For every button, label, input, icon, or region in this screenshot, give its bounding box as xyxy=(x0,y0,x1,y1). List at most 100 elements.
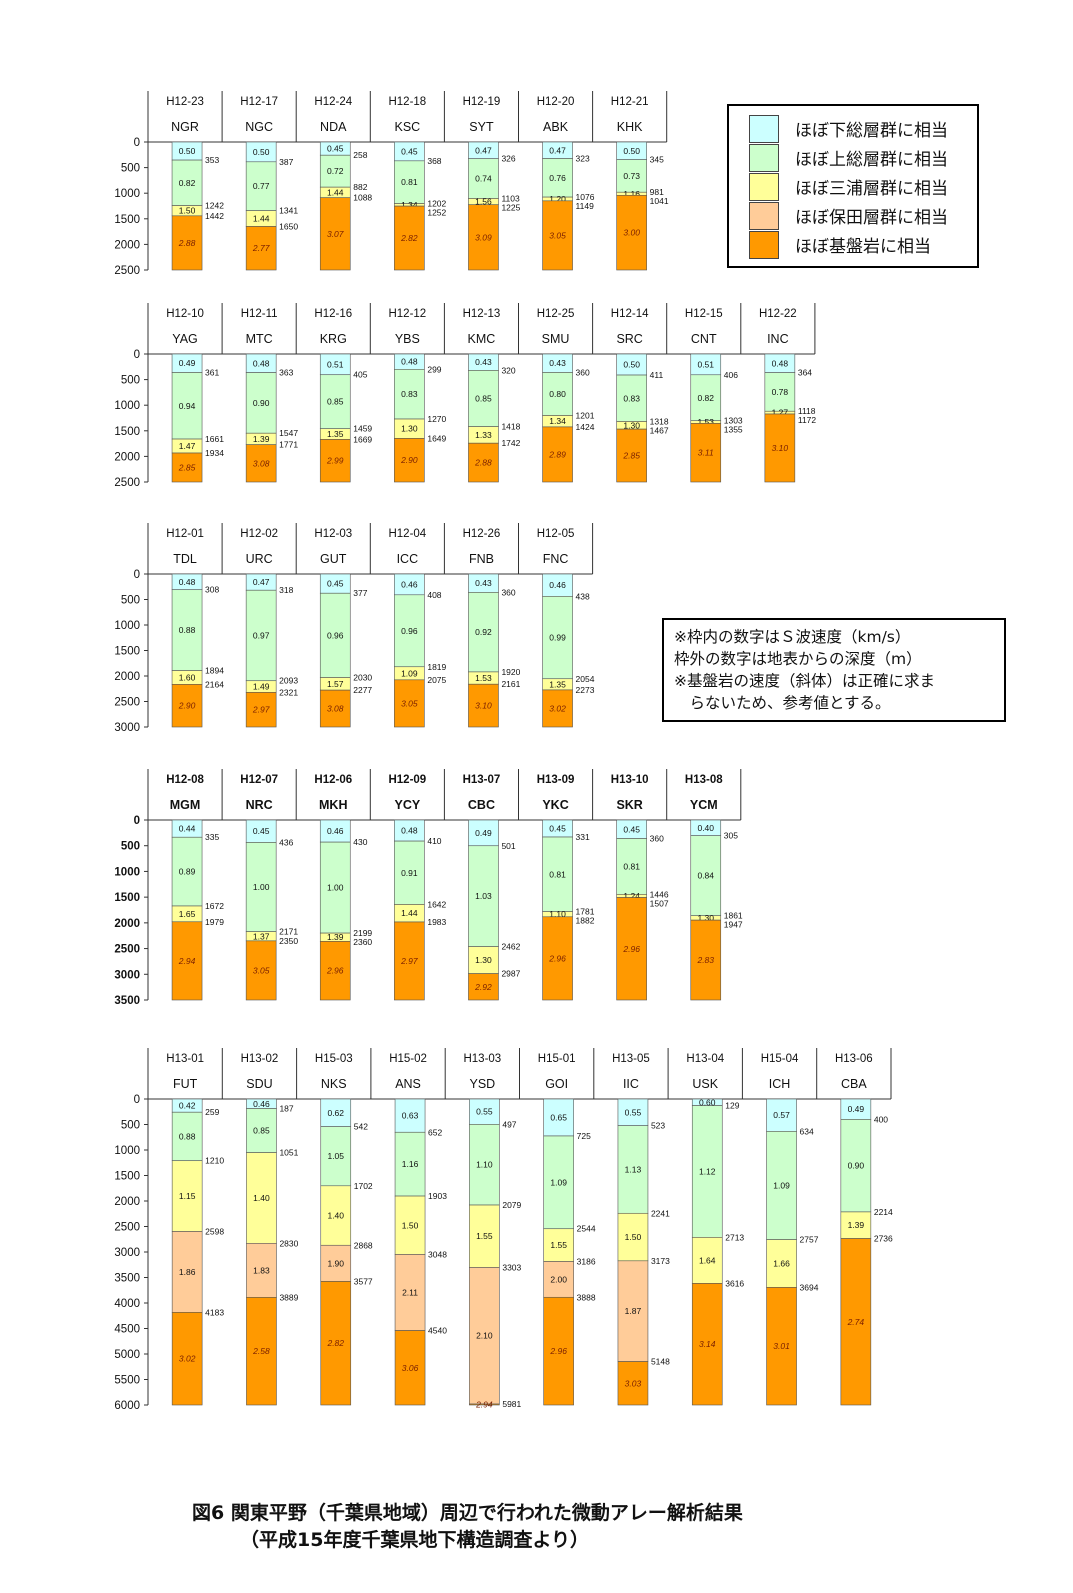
velocity-label: 0.76 xyxy=(549,173,566,183)
depth-label: 1642 xyxy=(427,899,446,909)
y-tick-label: 0 xyxy=(134,569,140,581)
y-tick-label: 0 xyxy=(134,349,140,361)
y-tick-label: 2000 xyxy=(114,671,140,683)
legend-item-basement: ほぼ基盤岩に相当 xyxy=(749,230,931,259)
velocity-label: 1.40 xyxy=(253,1193,270,1203)
y-tick-label: 1500 xyxy=(114,646,140,658)
depth-label: 497 xyxy=(502,1119,516,1129)
velocity-label: 3.08 xyxy=(327,704,344,714)
velocity-label: 0.51 xyxy=(697,359,714,369)
y-tick-label: 3000 xyxy=(114,722,140,734)
station-code: YKC xyxy=(542,798,568,812)
layer-block xyxy=(394,205,425,271)
layer-block xyxy=(468,370,499,427)
station-id: H12-18 xyxy=(388,96,426,108)
layer-block xyxy=(319,941,351,1001)
y-tick-label: 0 xyxy=(134,137,140,149)
station-id: H12-23 xyxy=(166,96,204,108)
velocity-label: 2.82 xyxy=(326,1338,344,1348)
station-code: SYT xyxy=(469,120,494,134)
depth-label: 882 xyxy=(353,182,367,192)
velocity-label: 0.45 xyxy=(327,144,344,154)
depth-label: 2093 xyxy=(279,676,298,686)
velocity-label: 1.39 xyxy=(848,1220,865,1230)
depth-label: 1947 xyxy=(724,920,743,930)
velocity-label: 0.46 xyxy=(549,580,566,590)
station-id: H13-05 xyxy=(612,1053,650,1065)
layer-block xyxy=(542,596,573,680)
depth-label: 1303 xyxy=(724,416,743,426)
y-tick-label: 2500 xyxy=(114,697,140,709)
velocity-label: 0.90 xyxy=(253,398,270,408)
depth-label: 2350 xyxy=(279,936,298,946)
depth-label: 377 xyxy=(353,588,367,598)
station-code: KHK xyxy=(617,120,643,134)
velocity-label: 0.48 xyxy=(253,358,270,368)
velocity-label: 2.77 xyxy=(252,243,270,253)
velocity-label: 1.40 xyxy=(327,1211,344,1221)
velocity-label: 0.50 xyxy=(179,146,196,156)
depth-label: 1920 xyxy=(501,667,520,677)
depth-label: 2277 xyxy=(353,685,372,695)
station-code: IIC xyxy=(623,1077,639,1091)
depth-label: 1669 xyxy=(353,434,372,444)
layer-block xyxy=(394,594,425,668)
velocity-label: 1.47 xyxy=(179,441,196,451)
velocity-label: 1.87 xyxy=(625,1306,642,1316)
depth-label: 5148 xyxy=(651,1357,670,1367)
depth-label: 1507 xyxy=(650,898,669,908)
velocity-label: 1.30 xyxy=(475,955,492,965)
depth-label: 1983 xyxy=(427,917,446,927)
depth-label: 3888 xyxy=(577,1292,596,1302)
velocity-label: 0.92 xyxy=(475,627,492,637)
depth-label: 326 xyxy=(501,154,515,164)
layer-block xyxy=(542,200,573,271)
depth-label: 5981 xyxy=(502,1399,521,1409)
layer-block xyxy=(171,1312,203,1406)
y-tick-label: 3000 xyxy=(114,969,140,981)
depth-label: 305 xyxy=(724,831,738,841)
velocity-label: 2.97 xyxy=(252,705,270,715)
depth-label: 363 xyxy=(279,368,293,378)
velocity-label: 1.30 xyxy=(623,420,640,430)
y-tick-label: 500 xyxy=(121,1120,140,1132)
velocity-label: 1.56 xyxy=(475,197,492,207)
velocity-label: 0.88 xyxy=(179,625,196,635)
velocity-label: 0.88 xyxy=(179,1131,196,1141)
layer-block xyxy=(616,159,647,193)
station-id: H12-11 xyxy=(241,308,278,320)
y-tick-label: 2000 xyxy=(114,1196,140,1208)
velocity-label: 0.47 xyxy=(549,145,566,155)
velocity-label: 2.74 xyxy=(847,1317,865,1327)
layer-block xyxy=(617,1098,649,1126)
depth-label: 1882 xyxy=(576,916,595,926)
station-id: H12-15 xyxy=(685,308,723,320)
velocity-label: 0.94 xyxy=(179,401,196,411)
depth-label: 331 xyxy=(576,832,590,842)
layer-block xyxy=(469,1267,500,1405)
velocity-label: 2.97 xyxy=(400,956,418,966)
velocity-label: 1.50 xyxy=(625,1232,642,1242)
y-tick-label: 6000 xyxy=(114,1400,140,1412)
station-id: H12-08 xyxy=(166,774,204,786)
depth-label: 1702 xyxy=(354,1181,373,1191)
depth-label: 3186 xyxy=(577,1256,596,1266)
station-id: H12-17 xyxy=(240,96,278,108)
velocity-label: 2.11 xyxy=(402,1287,418,1297)
velocity-label: 0.72 xyxy=(327,166,344,176)
layer-block xyxy=(542,426,573,483)
caption-line-1: 図6 関東平野（千葉県地域）周辺で行われた微動アレー解析結果 xyxy=(192,1502,743,1524)
legend-label: ほぼ下総層群に相当 xyxy=(795,121,948,141)
layer-block xyxy=(320,1281,352,1406)
velocity-label: 1.24 xyxy=(623,891,640,901)
layer-block xyxy=(171,1231,203,1313)
station-id: H13-03 xyxy=(463,1053,501,1065)
layer-block xyxy=(542,916,573,1001)
depth-label: 4183 xyxy=(205,1307,224,1317)
depth-label: 408 xyxy=(427,590,441,600)
layer-block xyxy=(245,940,277,1001)
legend: ほぼ下総層群に相当 ほぼ上総層群に相当 ほぼ三浦層群に相当 ほぼ保田層群に相当 … xyxy=(727,104,979,268)
layer-block xyxy=(616,897,647,1001)
station-code: SRC xyxy=(616,332,642,346)
